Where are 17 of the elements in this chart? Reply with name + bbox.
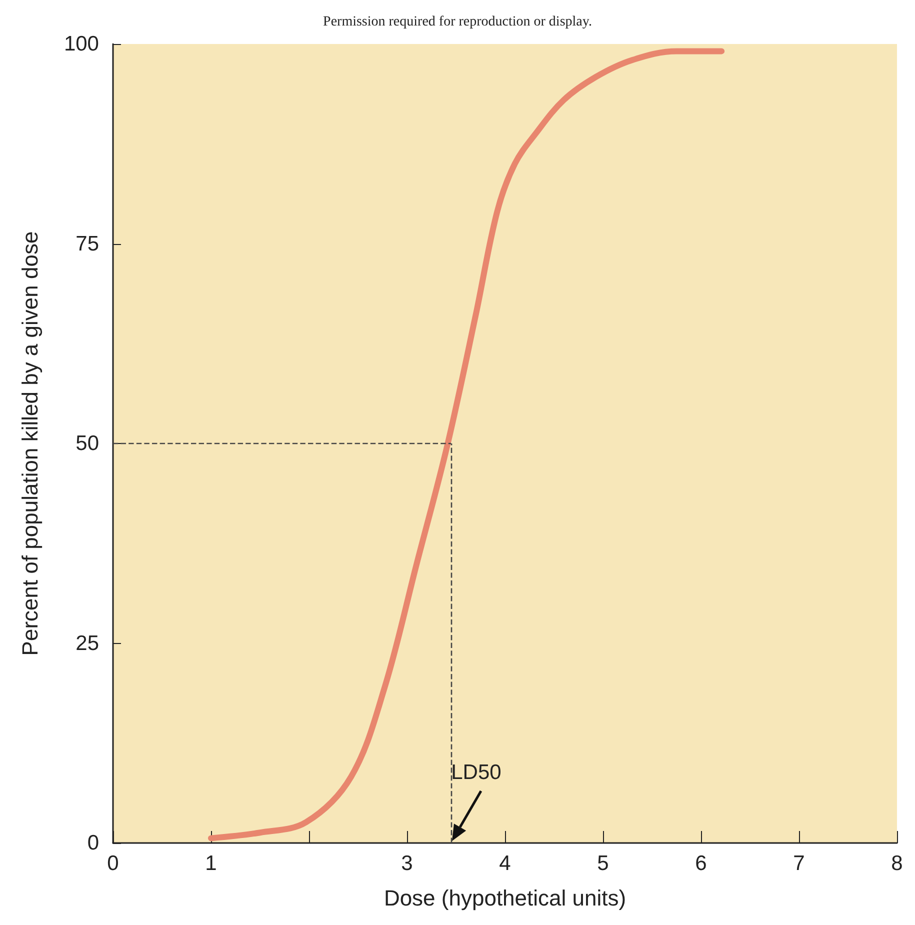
x-tick-label: 0 — [107, 852, 119, 875]
x-tick-label: 5 — [597, 852, 609, 875]
x-tick-label: 3 — [401, 852, 413, 875]
annotation: LD50 — [451, 761, 502, 785]
x-tick-label: 1 — [205, 852, 217, 875]
y-tick-label: 100 — [64, 32, 99, 56]
y-tick-label: 0 — [87, 832, 99, 854]
y-tick-label: 50 — [76, 432, 99, 455]
y-tick-label: 75 — [76, 232, 99, 256]
y-tick-label: 25 — [76, 632, 99, 655]
text: Permission required for reproduction or display. — [323, 14, 592, 30]
x-tick-label: 6 — [695, 852, 707, 875]
y-axis-title: Percent of population killed by a given dose — [18, 231, 42, 656]
x-axis-title: Dose (hypothetical units) — [384, 886, 626, 910]
x-tick-label: 4 — [499, 852, 512, 875]
x-tick-label: 8 — [891, 852, 903, 875]
x-tick-label: 7 — [793, 852, 805, 875]
